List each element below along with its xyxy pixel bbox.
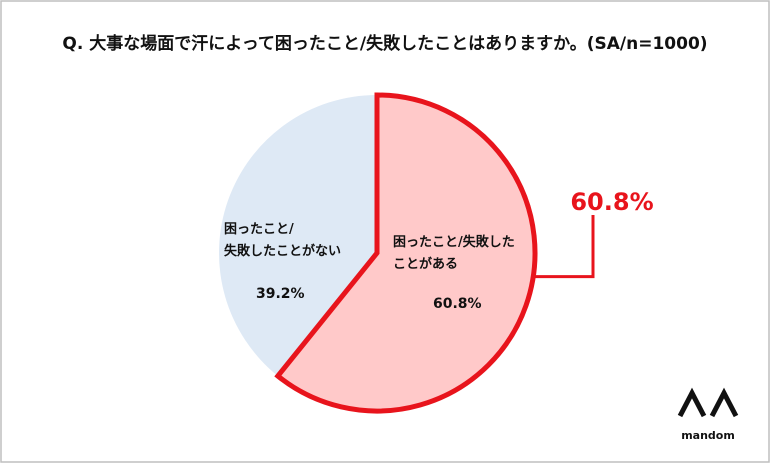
slice-label: 困ったこと/ 失敗したことがない bbox=[224, 222, 342, 259]
value-label: 39.2% bbox=[256, 286, 305, 302]
logo-mark bbox=[677, 387, 739, 418]
slice-label: 困ったこと/失敗した ことがある bbox=[393, 235, 515, 272]
value-label: 60.8% bbox=[433, 296, 482, 312]
logo-text: mandom bbox=[681, 429, 735, 442]
pie-slice bbox=[219, 95, 377, 376]
callout-line bbox=[534, 215, 595, 279]
callout-label: 60.8% bbox=[570, 188, 653, 216]
pie-slice bbox=[274, 92, 538, 414]
chart-title: Q. 大事な場面で汗によって困ったこと/失敗したことはありますか。(SA/n=1… bbox=[62, 33, 707, 54]
